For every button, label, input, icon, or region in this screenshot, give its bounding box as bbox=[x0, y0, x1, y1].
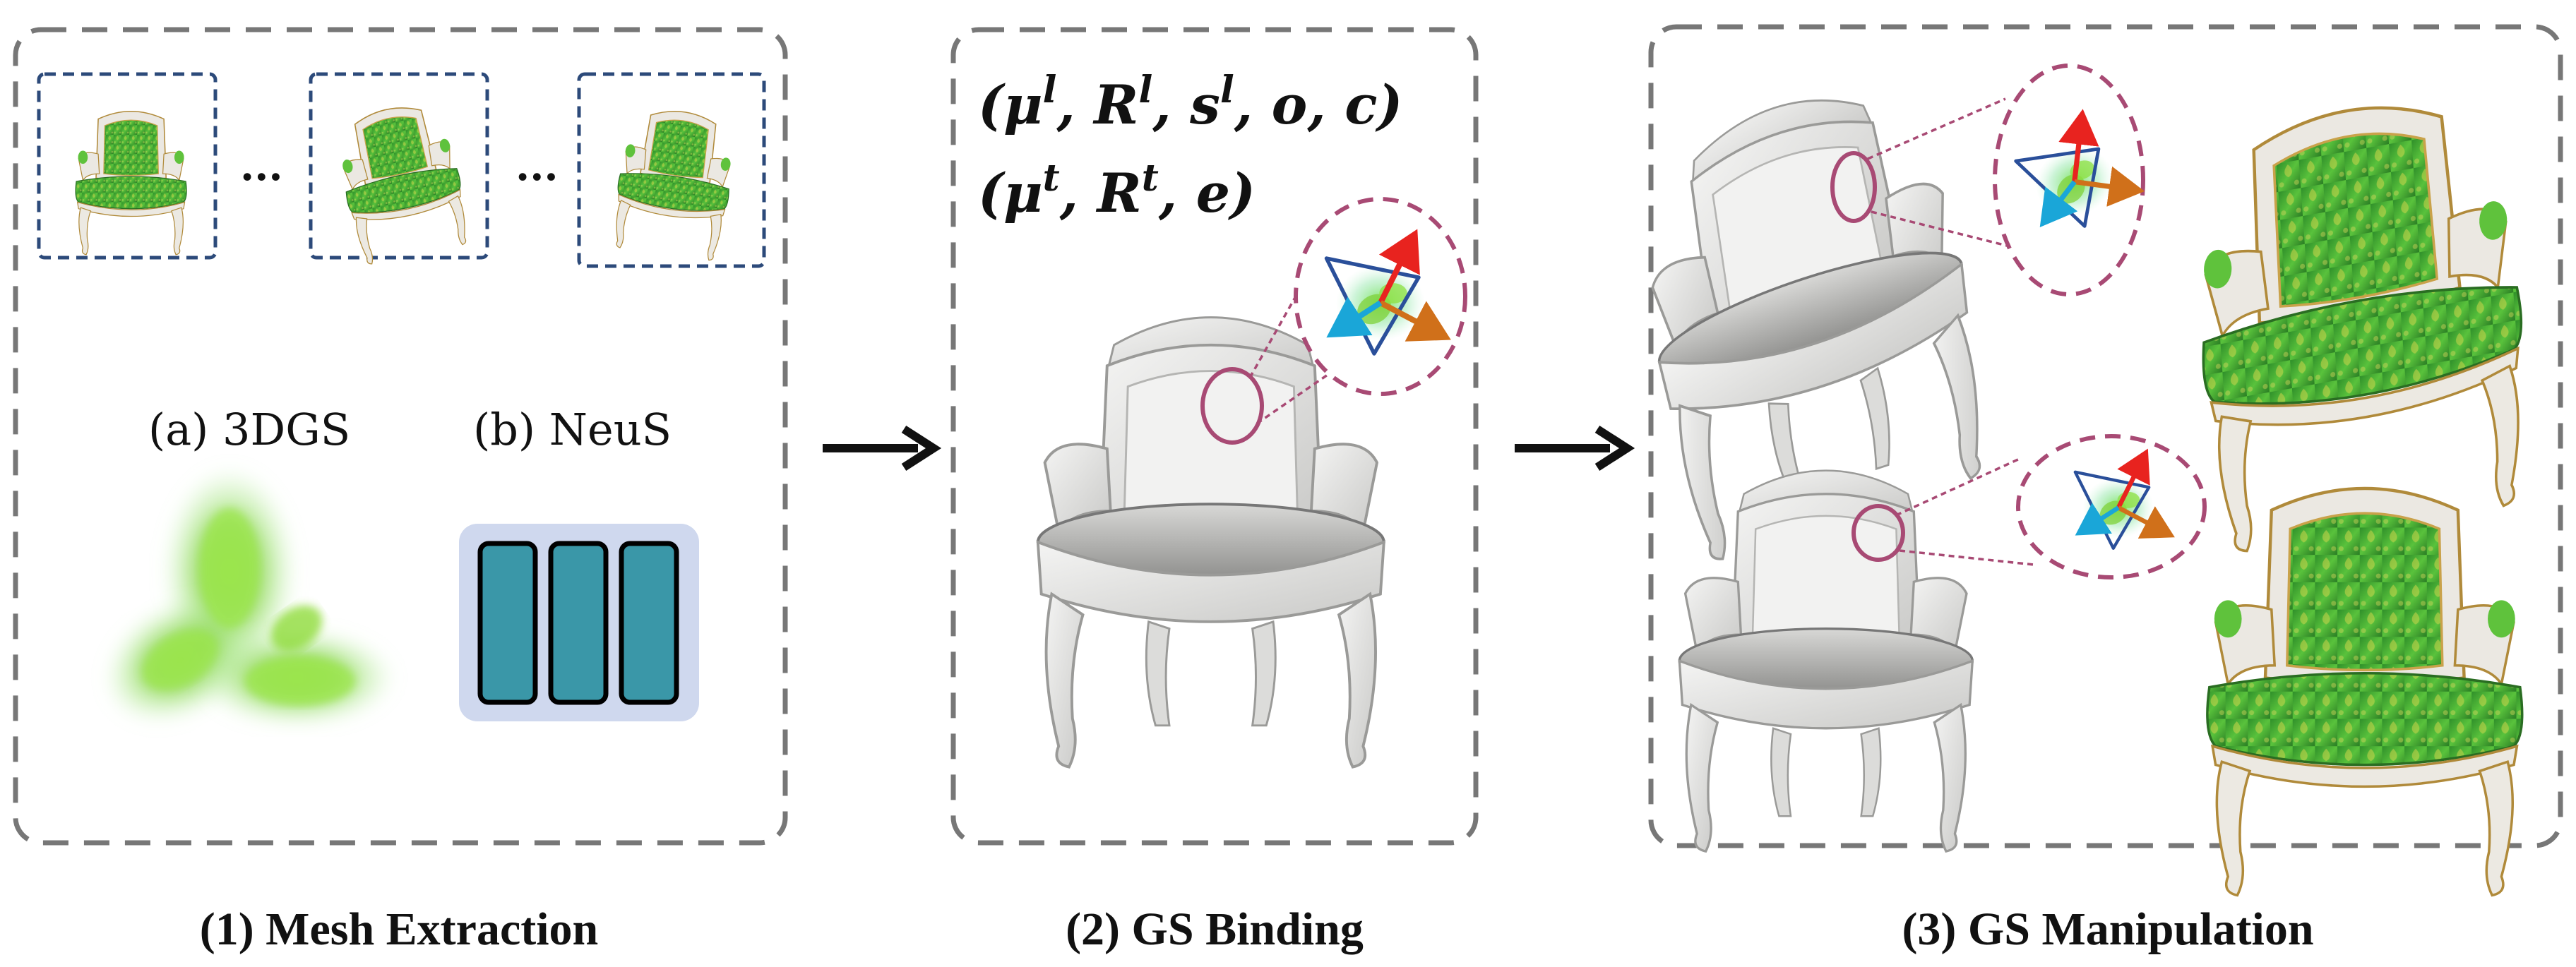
panel-gs-binding: (μl, Rl, sl, o, c) (μt, Rt, e) bbox=[950, 27, 1479, 846]
ellipsis: ... bbox=[515, 142, 559, 190]
selected-triangle-marker bbox=[1200, 367, 1264, 445]
textured-chair-icon bbox=[2207, 488, 2522, 895]
right-arrow-icon bbox=[823, 425, 942, 472]
option-a-label: (a) 3DGS bbox=[148, 404, 350, 455]
caption-gs-manipulation: (3) GS Manipulation bbox=[1902, 903, 2313, 955]
panel-gs-manipulation bbox=[1621, 24, 2563, 895]
panel-border bbox=[1648, 24, 2563, 848]
input-view-thumbnail bbox=[309, 72, 489, 267]
neural-network-blocks-icon bbox=[459, 524, 699, 721]
ellipsis: ... bbox=[240, 142, 283, 190]
input-view-thumbnail bbox=[37, 72, 217, 260]
gaussian-splats-icon bbox=[104, 466, 395, 727]
mesh-chair-icon bbox=[1036, 316, 1385, 769]
input-view-thumbnail bbox=[577, 72, 766, 268]
local-gaussian-params: (μl, Rl, sl, o, c) bbox=[978, 68, 1403, 136]
deformed-textured-chair-icon bbox=[2188, 83, 2534, 556]
selected-triangle-marker bbox=[1830, 151, 1877, 223]
option-b-label: (b) NeuS bbox=[473, 404, 672, 455]
right-arrow-icon bbox=[1515, 425, 1635, 472]
caption-mesh-extraction: (1) Mesh Extraction bbox=[200, 903, 599, 955]
triangle-params: (μt, Rt, e) bbox=[978, 157, 1256, 224]
selected-triangle-marker bbox=[1852, 504, 1905, 562]
caption-gs-binding: (2) GS Binding bbox=[1066, 903, 1364, 955]
panel-mesh-extraction: ... ... (a) 3DGS (b) NeuS bbox=[13, 27, 788, 846]
